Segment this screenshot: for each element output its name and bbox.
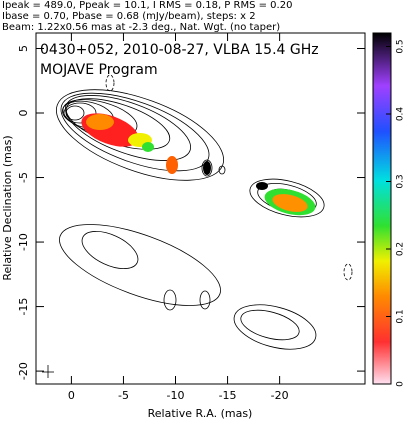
- polarization-contours: [42, 74, 353, 378]
- colorbar-tick-label: 0.1: [396, 309, 406, 323]
- header-line: Ipeak = 489.0, Ppeak = 10.1, I RMS = 0.1…: [2, 0, 292, 11]
- image-layer: [42, 74, 353, 378]
- y-tick-label: -15: [17, 298, 30, 316]
- x-tick-label: -20: [271, 389, 289, 402]
- y-tick-label: 5: [17, 45, 30, 52]
- y-tick-label: -10: [17, 233, 30, 251]
- polarization-map: [81, 113, 316, 216]
- x-tick-label: 0: [68, 389, 75, 402]
- annotation: 0430+052, 2010-08-27, VLBA 15.4 GHz: [40, 42, 319, 58]
- header-line: Beam: 1.22x0.56 mas at -2.3 deg., Nat. W…: [2, 22, 280, 33]
- colorbar-tick-label: 0: [396, 381, 406, 387]
- colorbar-tick-label: 0.5: [396, 39, 406, 53]
- colorbar-tick-label: 0.2: [396, 242, 406, 256]
- x-tick-label: -10: [167, 389, 185, 402]
- x-axis-label: Relative R.A. (mas): [148, 407, 253, 420]
- x-tick-label: -5: [118, 389, 129, 402]
- y-tick-label: 0: [17, 110, 30, 117]
- plot-frame: [35, 32, 366, 385]
- annotation: MOJAVE Program: [40, 62, 158, 78]
- colorbar: [372, 32, 392, 385]
- y-axis-label: Relative Declination (mas): [1, 135, 14, 280]
- y-tick-label: -5: [17, 172, 30, 183]
- colorbar-tick-label: 0.4: [396, 107, 406, 122]
- y-tick-label: -20: [17, 362, 30, 380]
- x-tick-label: -15: [219, 389, 237, 402]
- header-line: Ibase = 0.70, Pbase = 0.68 (mJy/beam), s…: [2, 11, 256, 22]
- colorbar-tick-label: 0.3: [396, 174, 406, 188]
